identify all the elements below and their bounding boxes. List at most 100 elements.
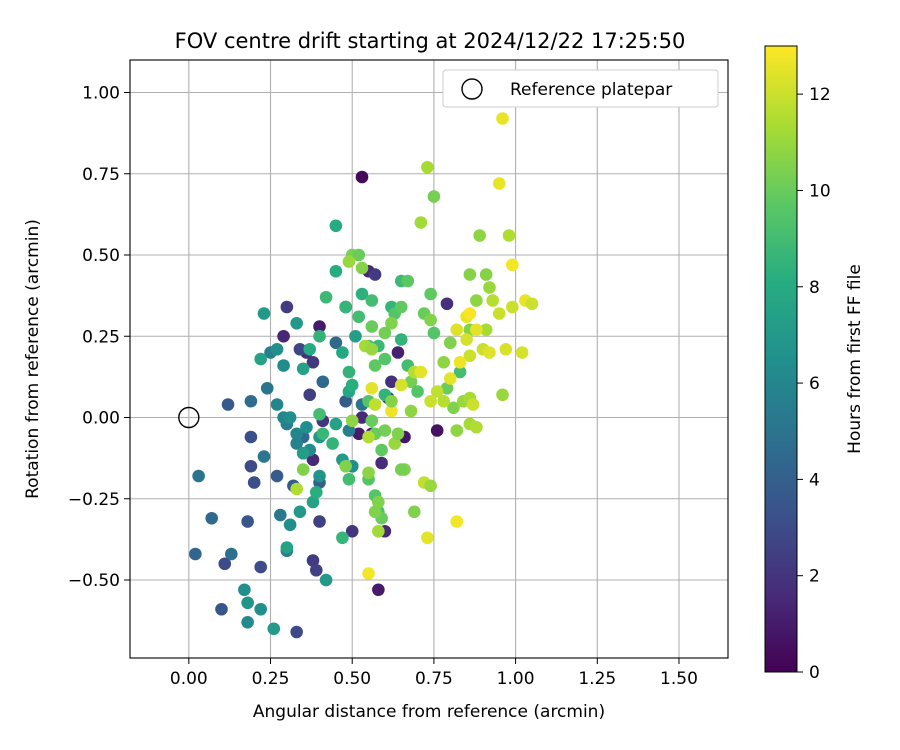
reference-platepar-marker <box>178 406 200 429</box>
x-tick-label: 0.00 <box>170 669 208 689</box>
colorbar-gradient <box>764 45 798 673</box>
data-point <box>309 485 323 499</box>
data-point <box>313 407 326 421</box>
data-point <box>385 375 398 389</box>
data-point <box>430 385 444 398</box>
data-point <box>326 437 339 450</box>
data-point <box>283 518 297 532</box>
data-point <box>257 450 271 463</box>
data-point <box>479 268 493 281</box>
data-point <box>329 219 343 233</box>
data-point <box>339 300 352 314</box>
data-point <box>424 394 437 408</box>
data-point <box>437 355 451 369</box>
data-point <box>257 307 271 320</box>
legend-box <box>442 69 719 108</box>
data-point <box>394 333 408 346</box>
data-point <box>241 596 254 610</box>
y-tick-label: −0.50 <box>68 571 120 591</box>
data-point <box>244 459 258 473</box>
data-point <box>499 342 513 356</box>
data-point <box>424 479 437 493</box>
data-point <box>365 320 379 333</box>
data-point <box>290 625 303 639</box>
data-point <box>378 352 392 366</box>
data-point <box>215 602 228 616</box>
data-point <box>274 508 287 522</box>
data-point <box>365 381 379 395</box>
data-point <box>365 414 379 428</box>
data-point <box>466 398 480 411</box>
data-point <box>254 352 268 366</box>
data-point <box>306 495 320 509</box>
data-point <box>336 346 349 359</box>
data-point <box>355 287 369 301</box>
data-point <box>277 329 290 343</box>
data-point <box>460 333 473 346</box>
x-tick-label: 0.75 <box>415 669 453 689</box>
data-point <box>260 381 274 395</box>
data-point <box>483 281 496 294</box>
data-point <box>372 495 385 509</box>
data-point <box>430 424 444 437</box>
data-point <box>238 583 251 597</box>
data-point <box>296 446 310 460</box>
data-point <box>365 294 379 307</box>
data-point <box>290 482 303 496</box>
colorbar-tick-label: 8 <box>809 278 820 298</box>
data-point <box>290 316 303 330</box>
y-axis-label: Rotation from reference (arcmin) <box>23 219 43 499</box>
data-point <box>372 524 385 538</box>
data-point <box>270 342 284 356</box>
data-point <box>221 398 235 411</box>
data-point <box>368 268 382 281</box>
data-point <box>352 310 366 324</box>
data-point <box>329 336 343 350</box>
colorbar-ticks: 0 2 4 6 8 10 12 <box>797 85 831 683</box>
data-point <box>453 355 467 369</box>
data-point <box>470 323 483 337</box>
x-tick-label: 1.25 <box>578 669 616 689</box>
data-point <box>336 531 349 545</box>
data-point <box>385 316 398 330</box>
data-point <box>362 567 375 580</box>
data-point <box>345 414 359 428</box>
data-point <box>407 505 421 519</box>
x-tick-label: 0.50 <box>333 669 371 689</box>
data-point <box>290 437 303 450</box>
data-point <box>411 385 424 398</box>
y-axis-ticks: −0.50 −0.25 0.00 0.25 0.50 0.75 1.00 <box>68 84 130 591</box>
data-point <box>355 261 369 275</box>
data-point <box>316 375 330 389</box>
colorbar-tick-label: 4 <box>809 470 820 490</box>
data-point <box>300 420 313 434</box>
data-point <box>450 323 464 337</box>
data-point <box>192 469 205 483</box>
data-point <box>244 430 258 444</box>
data-point <box>525 297 539 311</box>
data-point <box>447 401 460 415</box>
data-point <box>189 547 202 561</box>
data-point <box>372 583 385 597</box>
data-point <box>349 329 362 343</box>
data-point <box>319 290 333 304</box>
data-point <box>502 229 516 242</box>
data-point <box>355 170 369 184</box>
data-point <box>362 466 375 480</box>
data-point <box>365 342 379 356</box>
data-point <box>391 427 405 441</box>
data-point <box>280 541 294 554</box>
data-point <box>470 420 483 434</box>
data-point <box>313 469 326 483</box>
y-tick-label: 0.50 <box>82 246 120 266</box>
plot-area <box>129 59 729 659</box>
data-point <box>270 398 284 411</box>
colorbar-label: Hours from first FF file <box>845 264 865 454</box>
data-point <box>303 388 317 402</box>
data-point <box>293 342 307 356</box>
data-point <box>443 336 457 350</box>
data-point <box>313 515 326 528</box>
data-point <box>225 547 238 561</box>
data-point <box>296 463 310 476</box>
data-point <box>303 342 317 356</box>
